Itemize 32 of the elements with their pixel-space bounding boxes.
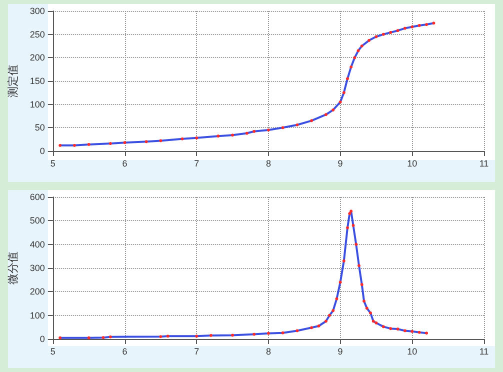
x-tick-label: 6: [122, 346, 128, 356]
y-tick-label: 400: [30, 239, 45, 250]
y-tick-label: 600: [30, 192, 45, 202]
line-series: [58, 22, 436, 147]
x-tick-label: 9: [338, 158, 343, 168]
y-tick-label: 0: [40, 146, 45, 156]
x-tick-label: 8: [266, 158, 271, 168]
x-tick-label: 10: [407, 158, 418, 168]
x-tick-label: 5: [50, 346, 56, 356]
y-tick-label: 100: [30, 310, 45, 320]
x-tick-label: 5: [50, 158, 56, 168]
y-tick-label: 200: [30, 52, 45, 63]
line-series: [58, 210, 428, 340]
y-tick-label: 300: [30, 6, 45, 16]
x-tick-label: 8: [266, 346, 271, 356]
y-tick-label: 0: [40, 334, 45, 344]
y-tick-label: 100: [30, 99, 45, 110]
y-axis-title: 微分值: [8, 252, 20, 284]
x-tick-label: 11: [479, 158, 489, 168]
y-tick-label: 500: [30, 216, 45, 226]
y-tick-label: 250: [30, 29, 45, 40]
y-tick-label: 50: [34, 122, 45, 133]
x-tick-label: 11: [479, 346, 489, 356]
x-tick-label: 7: [194, 158, 200, 168]
y-tick-label: 300: [30, 263, 45, 273]
y-tick-label: 150: [30, 76, 45, 86]
x-tick-label: 6: [122, 158, 128, 168]
x-tick-label: 7: [194, 346, 200, 356]
x-tick-label: 10: [407, 346, 418, 356]
x-tick-label: 9: [338, 346, 343, 356]
y-axis-title: 测定值: [6, 64, 20, 98]
y-tick-label: 200: [30, 286, 45, 297]
